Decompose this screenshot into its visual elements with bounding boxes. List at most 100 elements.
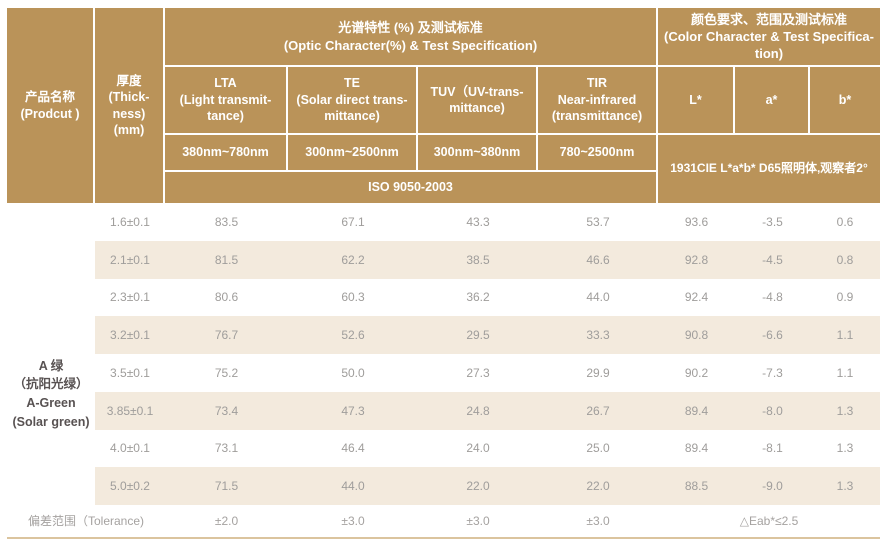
tolerance-eab: △Eab*≤2.5 — [739, 513, 799, 528]
header-col-lstar: L* — [658, 67, 733, 133]
header-col-te: TE (Solar direct trans- mittance) — [288, 67, 416, 133]
cell-thickness: 3.2±0.1 — [110, 328, 150, 343]
cell-lta: 83.5 — [214, 214, 239, 229]
cell-lta: 71.5 — [214, 479, 239, 494]
cell-tir: 33.3 — [586, 328, 610, 343]
header-col-tir: TIR Near-infrared (transmittance) — [538, 67, 656, 133]
cell-te: 60.3 — [341, 290, 365, 305]
table-row: 4.0±0.1 73.1 46.4 24.0 25.0 89.4 -8.1 1.… — [95, 430, 880, 468]
cell-astar: -3.5 — [762, 214, 783, 229]
cell-lta: 75.2 — [214, 365, 239, 380]
table-row: 2.1±0.1 81.5 62.2 38.5 46.6 92.8 -4.5 0.… — [95, 240, 880, 279]
cell-astar: -6.6 — [762, 328, 783, 343]
table-row: 5.0±0.2 71.5 44.0 22.0 22.0 88.5 -9.0 1.… — [95, 467, 880, 505]
cell-tir: 46.6 — [586, 252, 610, 267]
cell-lstar: 92.4 — [684, 290, 709, 305]
spec-table: 产品名称 (Prodcut ) 厚度 (Thick- ness) (mm) 光谱… — [7, 8, 880, 539]
cell-thickness: 4.0±0.1 — [110, 441, 150, 456]
cell-thickness: 3.5±0.1 — [110, 365, 150, 380]
cell-tir: 53.7 — [586, 214, 610, 229]
cell-astar: -4.8 — [762, 290, 783, 305]
cell-tir: 25.0 — [586, 441, 610, 456]
cell-astar: -4.5 — [762, 252, 783, 267]
cell-tuv: 36.2 — [466, 290, 490, 305]
cell-bstar: 1.1 — [836, 365, 854, 380]
cell-te: 67.1 — [341, 214, 365, 229]
cell-tir: 22.0 — [586, 479, 610, 494]
cell-astar: -7.3 — [762, 365, 783, 380]
header-product-name: 产品名称 (Prodcut ) — [7, 8, 93, 203]
cell-bstar: 1.3 — [836, 403, 854, 418]
cell-te: 50.0 — [341, 365, 365, 380]
tolerance-label: 偏差范围（Tolerance) — [27, 514, 145, 528]
cell-lta: 81.5 — [214, 252, 239, 267]
cell-tuv: 29.5 — [466, 328, 490, 343]
data-rows: 1.6±0.1 83.5 67.1 43.3 53.7 93.6 -3.5 0.… — [95, 203, 880, 505]
table-body: A 绿 （抗阳光绿） A-Green (Solar green) 1.6±0.1… — [7, 203, 880, 505]
tolerance-row: 偏差范围（Tolerance) ±2.0 ±3.0 ±3.0 ±3.0 △Eab… — [7, 506, 880, 535]
cell-lstar: 89.4 — [684, 441, 709, 456]
cell-tuv: 22.0 — [466, 479, 490, 494]
cell-astar: -8.1 — [762, 441, 783, 456]
cell-lstar: 90.8 — [684, 328, 709, 343]
tolerance-lta: ±2.0 — [214, 513, 239, 528]
cell-tuv: 27.3 — [466, 365, 490, 380]
table-row: 3.2±0.1 76.7 52.6 29.5 33.3 90.8 -6.6 1.… — [95, 316, 880, 354]
cell-thickness: 2.1±0.1 — [110, 252, 150, 267]
cell-tir: 26.7 — [586, 403, 610, 418]
cell-lstar: 93.6 — [684, 214, 709, 229]
cell-te: 47.3 — [341, 403, 365, 418]
header-col-astar: a* — [735, 67, 808, 133]
cell-thickness: 5.0±0.2 — [110, 479, 150, 494]
cell-bstar: 0.9 — [836, 290, 854, 305]
cell-lta: 73.1 — [214, 441, 239, 456]
cell-astar: -8.0 — [762, 403, 783, 418]
table-row: 3.85±0.1 73.4 47.3 24.8 26.7 89.4 -8.0 1… — [95, 391, 880, 430]
cell-bstar: 0.6 — [836, 214, 854, 229]
cell-thickness: 1.6±0.1 — [110, 214, 150, 229]
header-color-group: 颜色要求、范围及测试标准 (Color Character & Test Spe… — [658, 8, 880, 65]
header-iso-standard: ISO 9050-2003 — [165, 172, 656, 203]
cell-thickness: 2.3±0.1 — [110, 290, 150, 305]
cell-bstar: 1.1 — [836, 328, 854, 343]
cell-lstar: 89.4 — [684, 403, 709, 418]
cell-te: 46.4 — [341, 441, 365, 456]
header-range-tir: 780~2500nm — [538, 135, 656, 170]
header-col-bstar: b* — [810, 67, 880, 133]
cell-tuv: 24.0 — [466, 441, 490, 456]
cell-thickness: 3.85±0.1 — [106, 403, 154, 418]
cell-lstar: 88.5 — [684, 479, 709, 494]
header-col-lta: LTA (Light transmit- tance) — [165, 67, 286, 133]
cell-te: 44.0 — [341, 479, 365, 494]
cell-tuv: 24.8 — [466, 403, 490, 418]
cell-tuv: 38.5 — [466, 252, 490, 267]
table-row: 3.5±0.1 75.2 50.0 27.3 29.9 90.2 -7.3 1.… — [95, 354, 880, 392]
header-optic-group: 光谱特性 (%) 及测试标准 (Optic Character(%) & Tes… — [165, 8, 656, 65]
cell-lta: 76.7 — [214, 328, 239, 343]
cell-bstar: 0.8 — [836, 252, 854, 267]
product-name-cell: A 绿 （抗阳光绿） A-Green (Solar green) — [12, 358, 90, 429]
cell-tir: 29.9 — [586, 365, 610, 380]
cell-bstar: 1.3 — [836, 441, 854, 456]
cell-astar: -9.0 — [762, 479, 783, 494]
header-range-lta: 380nm~780nm — [165, 135, 286, 170]
cell-te: 52.6 — [341, 328, 365, 343]
cell-bstar: 1.3 — [836, 479, 854, 494]
header-thickness: 厚度 (Thick- ness) (mm) — [95, 8, 163, 203]
tolerance-tuv: ±3.0 — [466, 513, 490, 528]
table-row: 1.6±0.1 83.5 67.1 43.3 53.7 93.6 -3.5 0.… — [95, 203, 880, 241]
header-cie-standard: 1931CIE L*a*b* D65照明体,观察者2° — [658, 135, 880, 203]
header-range-tuv: 300nm~380nm — [418, 135, 536, 170]
cell-tir: 44.0 — [586, 290, 610, 305]
tolerance-te: ±3.0 — [341, 513, 365, 528]
cell-tuv: 43.3 — [466, 214, 490, 229]
cell-lta: 80.6 — [214, 290, 239, 305]
cell-lstar: 92.8 — [684, 252, 709, 267]
header-range-te: 300nm~2500nm — [288, 135, 416, 170]
header-col-tuv: TUV（UV-trans- mittance) — [418, 67, 536, 133]
tolerance-tir: ±3.0 — [586, 513, 610, 528]
cell-te: 62.2 — [341, 252, 365, 267]
cell-lstar: 90.2 — [684, 365, 709, 380]
bottom-divider — [7, 537, 880, 539]
table-header: 产品名称 (Prodcut ) 厚度 (Thick- ness) (mm) 光谱… — [7, 8, 880, 203]
